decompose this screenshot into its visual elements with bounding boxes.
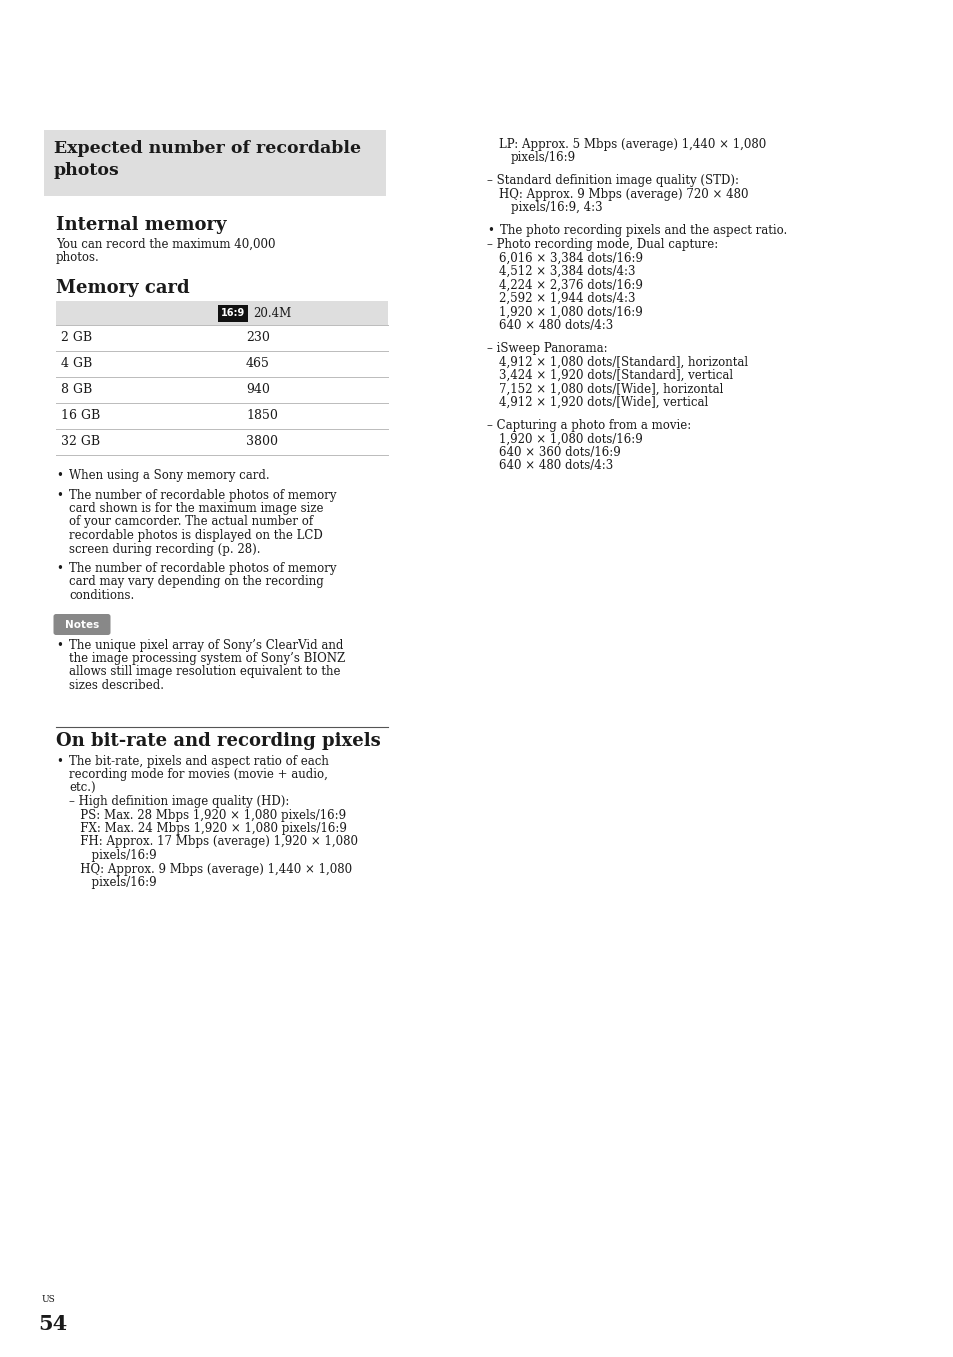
Text: FX: Max. 24 Mbps 1,920 × 1,080 pixels/16:9: FX: Max. 24 Mbps 1,920 × 1,080 pixels/16… [69, 822, 347, 835]
Text: The number of recordable photos of memory: The number of recordable photos of memor… [69, 562, 336, 575]
Text: pixels/16:9: pixels/16:9 [511, 152, 576, 164]
Text: •: • [56, 470, 63, 482]
Text: 7,152 × 1,080 dots/[Wide], horizontal: 7,152 × 1,080 dots/[Wide], horizontal [498, 383, 722, 395]
Text: 4,224 × 2,376 dots/16:9: 4,224 × 2,376 dots/16:9 [498, 278, 642, 292]
Text: 4 GB: 4 GB [61, 357, 92, 370]
Text: You can record the maximum 40,000: You can record the maximum 40,000 [56, 237, 275, 251]
Bar [56, 301, 388, 324]
Text: 230: 230 [246, 331, 270, 345]
Text: FH: Approx. 17 Mbps (average) 1,920 × 1,080: FH: Approx. 17 Mbps (average) 1,920 × 1,… [69, 836, 357, 848]
Text: 1,920 × 1,080 dots/16:9: 1,920 × 1,080 dots/16:9 [498, 305, 642, 319]
Text: card may vary depending on the recording: card may vary depending on the recording [69, 575, 323, 589]
Text: 1,920 × 1,080 dots/16:9: 1,920 × 1,080 dots/16:9 [498, 433, 642, 445]
Text: •: • [56, 754, 63, 768]
Text: •: • [56, 489, 63, 502]
Text: 940: 940 [246, 383, 270, 396]
Text: 4,912 × 1,080 dots/[Standard], horizontal: 4,912 × 1,080 dots/[Standard], horizonta… [498, 356, 747, 368]
Text: sizes described.: sizes described. [69, 678, 164, 692]
Text: 1850: 1850 [246, 408, 277, 422]
Text: allows still image resolution equivalent to the: allows still image resolution equivalent… [69, 665, 340, 678]
Text: pixels/16:9, 4:3: pixels/16:9, 4:3 [511, 201, 602, 214]
Text: conditions.: conditions. [69, 589, 134, 603]
Text: HQ: Approx. 9 Mbps (average) 1,440 × 1,080: HQ: Approx. 9 Mbps (average) 1,440 × 1,0… [69, 863, 352, 875]
Text: 16 GB: 16 GB [61, 408, 100, 422]
Text: Expected number of recordable: Expected number of recordable [54, 140, 361, 157]
Text: US: US [42, 1295, 55, 1304]
Text: On bit-rate and recording pixels: On bit-rate and recording pixels [56, 731, 380, 749]
Text: PS: Max. 28 Mbps 1,920 × 1,080 pixels/16:9: PS: Max. 28 Mbps 1,920 × 1,080 pixels/16… [69, 809, 346, 821]
Text: 8 GB: 8 GB [61, 383, 92, 396]
Text: photos: photos [54, 161, 120, 179]
Text: 3800: 3800 [246, 436, 277, 448]
FancyBboxPatch shape [53, 613, 111, 635]
Text: The photo recording pixels and the aspect ratio.: The photo recording pixels and the aspec… [499, 224, 786, 237]
Text: the image processing system of Sony’s BIONZ: the image processing system of Sony’s BI… [69, 651, 345, 665]
Text: – Standard definition image quality (STD):: – Standard definition image quality (STD… [486, 175, 739, 187]
Text: •: • [56, 562, 63, 575]
Text: card shown is for the maximum image size: card shown is for the maximum image size [69, 502, 323, 516]
Text: recording mode for movies (movie + audio,: recording mode for movies (movie + audio… [69, 768, 328, 782]
Text: LP: Approx. 5 Mbps (average) 1,440 × 1,080: LP: Approx. 5 Mbps (average) 1,440 × 1,0… [498, 138, 765, 151]
Text: Memory card: Memory card [56, 280, 190, 297]
Text: recordable photos is displayed on the LCD: recordable photos is displayed on the LC… [69, 529, 322, 541]
Text: When using a Sony memory card.: When using a Sony memory card. [69, 470, 270, 482]
Text: 4,912 × 1,920 dots/[Wide], vertical: 4,912 × 1,920 dots/[Wide], vertical [498, 396, 707, 408]
Text: •: • [486, 224, 494, 237]
Text: 640 × 480 dots/4:3: 640 × 480 dots/4:3 [498, 459, 613, 472]
Text: Notes: Notes [65, 620, 99, 630]
Text: 4,512 × 3,384 dots/4:3: 4,512 × 3,384 dots/4:3 [498, 265, 635, 278]
Text: HQ: Approx. 9 Mbps (average) 720 × 480: HQ: Approx. 9 Mbps (average) 720 × 480 [498, 189, 748, 201]
Text: 465: 465 [246, 357, 270, 370]
Text: – High definition image quality (HD):: – High definition image quality (HD): [69, 795, 289, 807]
Bar [218, 305, 248, 322]
Text: photos.: photos. [56, 251, 100, 265]
Text: – Capturing a photo from a movie:: – Capturing a photo from a movie: [486, 419, 691, 432]
Text: The bit-rate, pixels and aspect ratio of each: The bit-rate, pixels and aspect ratio of… [69, 754, 329, 768]
Text: pixels/16:9: pixels/16:9 [69, 877, 156, 889]
Text: 2,592 × 1,944 dots/4:3: 2,592 × 1,944 dots/4:3 [498, 292, 635, 305]
Text: pixels/16:9: pixels/16:9 [69, 849, 156, 862]
Text: The number of recordable photos of memory: The number of recordable photos of memor… [69, 489, 336, 502]
Text: – iSweep Panorama:: – iSweep Panorama: [486, 342, 607, 354]
Text: 16:9: 16:9 [221, 308, 245, 319]
Text: Internal memory: Internal memory [56, 216, 226, 233]
Text: of your camcorder. The actual number of: of your camcorder. The actual number of [69, 516, 313, 528]
Text: The unique pixel array of Sony’s ClearVid and: The unique pixel array of Sony’s ClearVi… [69, 639, 343, 651]
Text: 32 GB: 32 GB [61, 436, 100, 448]
Text: 54: 54 [38, 1314, 67, 1334]
Text: 3,424 × 1,920 dots/[Standard], vertical: 3,424 × 1,920 dots/[Standard], vertical [498, 369, 732, 381]
Bar [44, 130, 386, 195]
Text: etc.): etc.) [69, 782, 95, 794]
Text: 6,016 × 3,384 dots/16:9: 6,016 × 3,384 dots/16:9 [498, 251, 642, 265]
Text: 2 GB: 2 GB [61, 331, 92, 345]
Text: 640 × 480 dots/4:3: 640 × 480 dots/4:3 [498, 319, 613, 332]
Text: screen during recording (p. 28).: screen during recording (p. 28). [69, 543, 260, 555]
Text: •: • [56, 639, 63, 651]
Text: – Photo recording mode, Dual capture:: – Photo recording mode, Dual capture: [486, 237, 718, 251]
Text: 640 × 360 dots/16:9: 640 × 360 dots/16:9 [498, 446, 620, 459]
Text: 20.4M: 20.4M [253, 307, 291, 320]
